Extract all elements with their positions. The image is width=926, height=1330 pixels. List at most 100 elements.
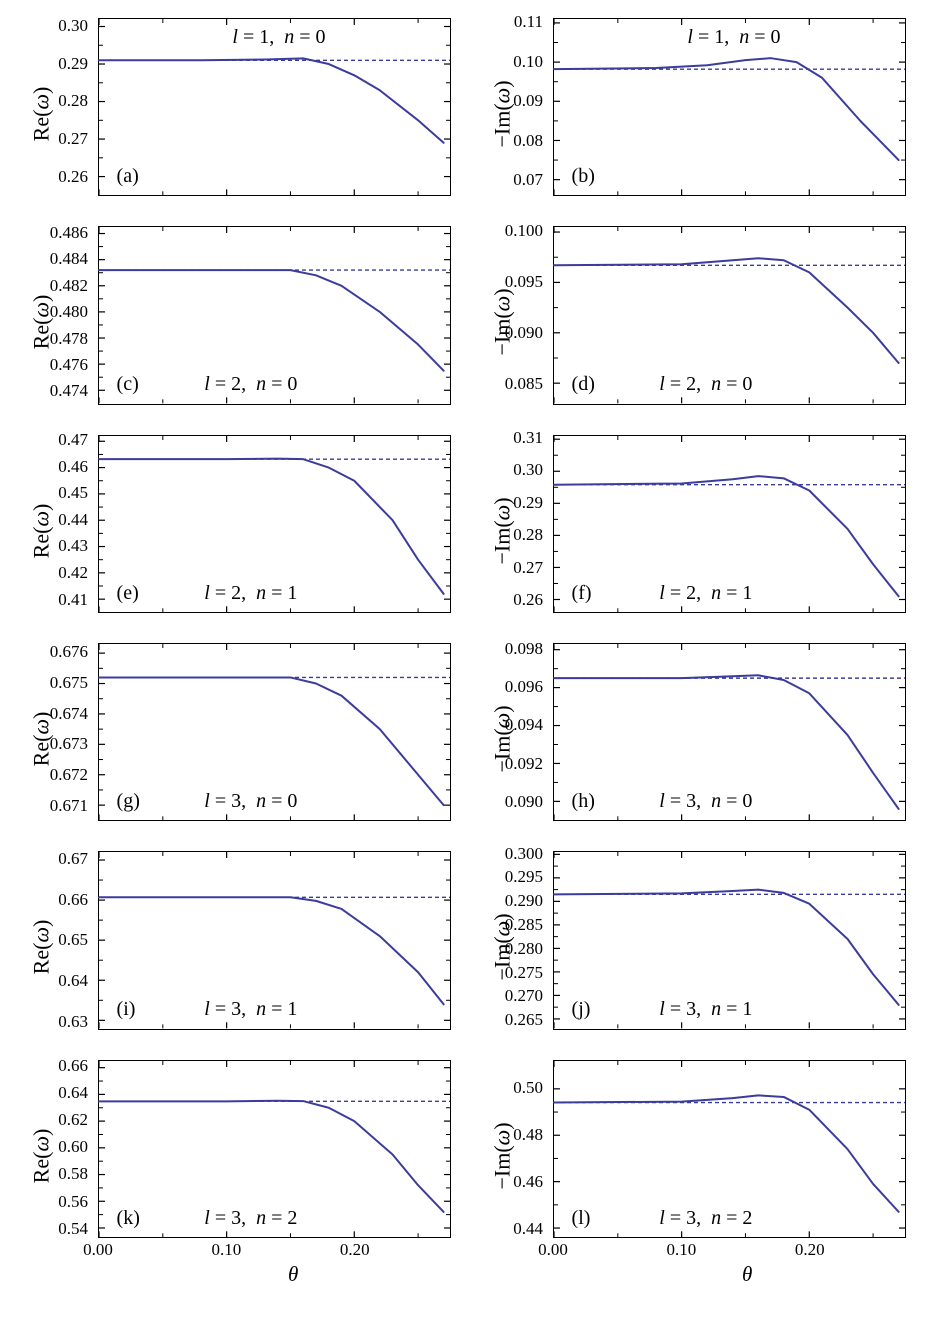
ytick: 0.60 <box>58 1137 88 1157</box>
ytick: 0.675 <box>50 673 88 693</box>
ytick: 0.085 <box>505 374 543 394</box>
ytick: 0.482 <box>50 276 88 296</box>
ytick: 0.672 <box>50 765 88 785</box>
plotbox: (c)l = 2, n = 0 <box>98 226 451 404</box>
ytick: 0.671 <box>50 796 88 816</box>
ytick: 0.42 <box>58 563 88 583</box>
ytick: 0.476 <box>50 355 88 375</box>
ytick: 0.29 <box>513 493 543 513</box>
ytick: 0.295 <box>505 867 543 887</box>
yticks: 0.410.420.430.440.450.460.47 <box>8 435 94 613</box>
plotbox: (b) l = 1, n = 0 <box>553 18 906 196</box>
ytick: 0.285 <box>505 915 543 935</box>
ytick: 0.484 <box>50 249 88 269</box>
ytick: 0.09 <box>513 91 543 111</box>
ln-label: l = 3, n = 2 <box>204 1207 297 1230</box>
ytick: 0.48 <box>513 1125 543 1145</box>
ytick: 0.65 <box>58 930 88 950</box>
plotbox: (d)l = 2, n = 0 <box>553 226 906 404</box>
plotbox: (h)l = 3, n = 0 <box>553 643 906 821</box>
ln-label: l = 2, n = 0 <box>204 373 297 396</box>
ytick: 0.08 <box>513 131 543 151</box>
panel-b: −Im(ω)(b)l = 1, n = 00.070.080.090.100.1… <box>463 10 918 218</box>
xtick: 0.10 <box>211 1240 241 1260</box>
panel-e: Re(ω)(e)l = 2, n = 10.410.420.430.440.45… <box>8 427 463 635</box>
ytick: 0.29 <box>58 54 88 74</box>
xticks: 0.000.100.20 <box>553 1240 906 1260</box>
subplot-label: (k) <box>117 1207 140 1230</box>
xticks: 0.000.100.20 <box>98 1240 451 1260</box>
ytick: 0.26 <box>513 590 543 610</box>
figure-grid: Re(ω)(a)l = 1, n = 00.260.270.280.290.30… <box>8 10 918 1260</box>
xlabel-left: θ <box>288 1262 298 1287</box>
yticks: 0.2650.2700.2750.2800.2850.2900.2950.300 <box>463 851 549 1029</box>
yticks: 0.0900.0920.0940.0960.098 <box>463 643 549 821</box>
ln-label: l = 3, n = 0 <box>204 790 297 813</box>
panel-d: −Im(ω)(d)l = 2, n = 00.0850.0900.0950.10… <box>463 218 918 426</box>
xtick: 0.10 <box>666 1240 696 1260</box>
ytick: 0.265 <box>505 1010 543 1030</box>
xtick: 0.00 <box>83 1240 113 1260</box>
xlabel-row: θ θ <box>8 1260 918 1296</box>
subplot-label: (b) <box>572 165 595 188</box>
yticks: 0.440.460.480.50 <box>463 1060 549 1238</box>
ytick: 0.094 <box>505 715 543 735</box>
ytick: 0.474 <box>50 381 88 401</box>
ytick: 0.43 <box>58 536 88 556</box>
ytick: 0.27 <box>58 129 88 149</box>
ln-label: l = 1, n = 0 <box>687 26 780 49</box>
ytick: 0.56 <box>58 1192 88 1212</box>
ytick: 0.31 <box>513 428 543 448</box>
ytick: 0.44 <box>513 1219 543 1239</box>
ytick: 0.28 <box>58 91 88 111</box>
xtick: 0.20 <box>340 1240 370 1260</box>
ytick: 0.478 <box>50 329 88 349</box>
ytick: 0.66 <box>58 890 88 910</box>
ytick: 0.26 <box>58 167 88 187</box>
ytick: 0.090 <box>505 792 543 812</box>
plotbox: (k) l = 3, n = 2 <box>98 1060 451 1238</box>
xtick: 0.20 <box>795 1240 825 1260</box>
subplot-label: (a) <box>117 165 139 188</box>
plotbox: (j)l = 3, n = 1 <box>553 851 906 1029</box>
panel-h: −Im(ω)(h)l = 3, n = 00.0900.0920.0940.09… <box>463 635 918 843</box>
ytick: 0.28 <box>513 525 543 545</box>
ytick: 0.46 <box>513 1172 543 1192</box>
yticks: 0.0850.0900.0950.100 <box>463 226 549 404</box>
subplot-label: (e) <box>117 582 139 605</box>
yticks: 0.630.640.650.660.67 <box>8 851 94 1029</box>
plotbox: (l)l = 3, n = 2 <box>553 1060 906 1238</box>
ytick: 0.30 <box>513 460 543 480</box>
ln-label: l = 3, n = 0 <box>659 790 752 813</box>
ytick: 0.090 <box>505 323 543 343</box>
panel-a: Re(ω)(a)l = 1, n = 00.260.270.280.290.30 <box>8 10 463 218</box>
subplot-label: (j) <box>572 998 591 1021</box>
ytick: 0.100 <box>505 221 543 241</box>
yticks: 0.540.560.580.600.620.640.66 <box>8 1060 94 1238</box>
panel-i: Re(ω)(i)l = 3, n = 10.630.640.650.660.67 <box>8 843 463 1051</box>
ytick: 0.480 <box>50 302 88 322</box>
ytick: 0.11 <box>514 12 543 32</box>
ytick: 0.486 <box>50 223 88 243</box>
panel-f: −Im(ω)(f)l = 2, n = 10.260.270.280.290.3… <box>463 427 918 635</box>
ytick: 0.300 <box>505 844 543 864</box>
plotbox: (e) l = 2, n = 1 <box>98 435 451 613</box>
subplot-label: (g) <box>117 790 140 813</box>
ytick: 0.095 <box>505 272 543 292</box>
ytick: 0.674 <box>50 704 88 724</box>
ln-label: l = 2, n = 1 <box>204 582 297 605</box>
ytick: 0.673 <box>50 734 88 754</box>
panel-g: Re(ω)(g)l = 3, n = 00.6710.6720.6730.674… <box>8 635 463 843</box>
yticks: 0.260.270.280.290.300.31 <box>463 435 549 613</box>
ytick: 0.66 <box>58 1056 88 1076</box>
ytick: 0.096 <box>505 677 543 697</box>
plotbox: (g) l = 3, n = 0 <box>98 643 451 821</box>
ln-label: l = 2, n = 1 <box>659 582 752 605</box>
ytick: 0.098 <box>505 639 543 659</box>
xtick: 0.00 <box>538 1240 568 1260</box>
ytick: 0.092 <box>505 754 543 774</box>
ytick: 0.45 <box>58 483 88 503</box>
ytick: 0.07 <box>513 170 543 190</box>
panel-l: −Im(ω)(l)l = 3, n = 20.440.460.480.500.0… <box>463 1052 918 1260</box>
ytick: 0.27 <box>513 558 543 578</box>
